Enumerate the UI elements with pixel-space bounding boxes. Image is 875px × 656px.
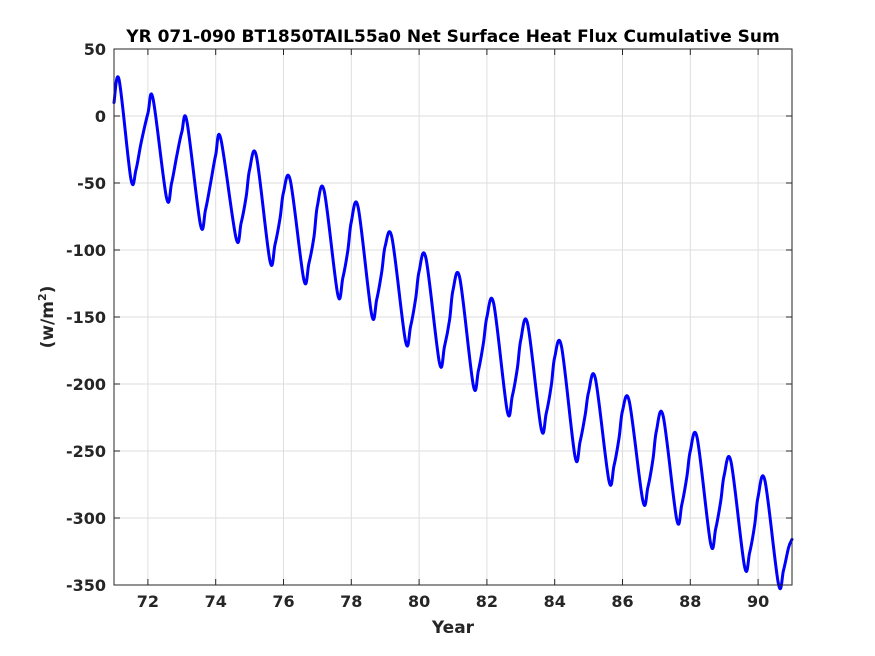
x-tick-label: 76 bbox=[272, 592, 294, 611]
y-axis-label-prefix: (w/m bbox=[38, 301, 58, 348]
x-tick-label: 88 bbox=[679, 592, 701, 611]
y-tick-label: -150 bbox=[66, 308, 106, 327]
x-tick-label: 86 bbox=[611, 592, 633, 611]
y-tick-label: -50 bbox=[77, 174, 106, 193]
y-tick-label: -100 bbox=[66, 241, 106, 260]
y-tick-label: -200 bbox=[66, 375, 106, 394]
x-tick-label: 84 bbox=[544, 592, 566, 611]
series-layer bbox=[112, 75, 794, 591]
y-axis-label-suffix: ) bbox=[38, 286, 58, 294]
x-tick-label: 90 bbox=[747, 592, 769, 611]
x-tick-label: 74 bbox=[205, 592, 227, 611]
y-tick-label: -350 bbox=[66, 576, 106, 595]
y-tick-label: -250 bbox=[66, 442, 106, 461]
y-tick-label: 50 bbox=[84, 40, 106, 59]
chart-title: YR 071-090 BT1850TAIL55a0 Net Surface He… bbox=[125, 27, 779, 47]
y-axis-label-sup: 2 bbox=[36, 293, 49, 301]
y-axis-label: (w/m2) bbox=[36, 286, 58, 349]
x-tick-label: 82 bbox=[476, 592, 498, 611]
y-tick-label: -300 bbox=[66, 509, 106, 528]
tick-layer: 72 74 76 78 80 82 84 86 88 90 50 0 -50 -100 -150 -200 -2… bbox=[66, 40, 792, 611]
x-axis-label: Year bbox=[431, 618, 475, 638]
x-tick-label: 80 bbox=[408, 592, 430, 611]
y-tick-label: 0 bbox=[95, 107, 106, 126]
series-line bbox=[112, 75, 794, 591]
x-tick-label: 72 bbox=[137, 592, 159, 611]
x-tick-label: 78 bbox=[340, 592, 362, 611]
